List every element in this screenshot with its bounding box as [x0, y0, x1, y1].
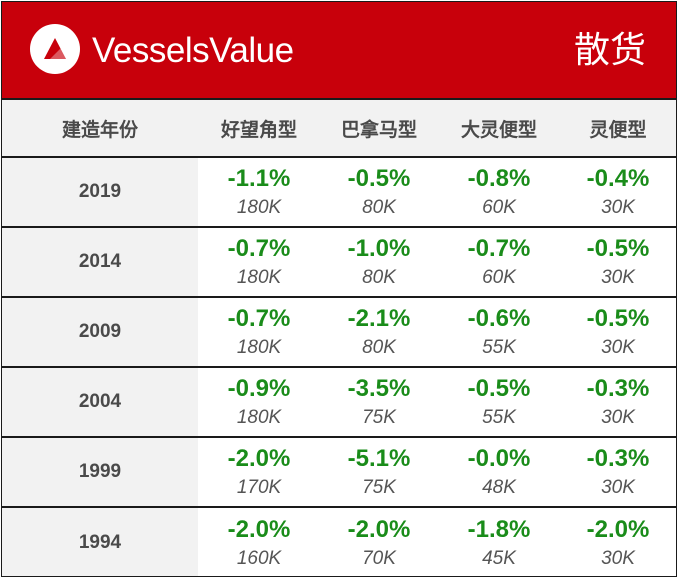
change-percent: -2.0%: [227, 516, 291, 543]
panamax-cell: -5.1% 75K: [320, 437, 438, 508]
vessel-value: 30K: [601, 197, 635, 218]
table-row: 2009 -0.7% 180K -2.1% 80K -0.6% 55K -0.5% 30K: [2, 297, 676, 368]
change-percent: -0.8%: [467, 165, 531, 192]
change-percent: -2.0%: [586, 516, 650, 543]
vessel-value: 30K: [601, 267, 635, 288]
change-percent: -0.5%: [586, 305, 650, 332]
handysize-cell: -0.3% 30K: [560, 367, 676, 438]
handysize-cell: -2.0% 30K: [560, 507, 676, 576]
vessel-value: 30K: [601, 477, 635, 498]
valuation-table: 建造年份 好望角型 巴拿马型 大灵便型 灵便型 2019 -1.1% 180K -0.…: [2, 100, 676, 576]
vessel-value: 60K: [482, 267, 516, 288]
supramax-cell: -0.8% 60K: [438, 157, 560, 228]
handysize-cell: -0.3% 30K: [560, 437, 676, 508]
vessel-value: 60K: [482, 197, 516, 218]
vessel-value: 70K: [362, 548, 396, 569]
build-year-cell: 2014: [2, 227, 198, 298]
build-year-cell: 1994: [2, 507, 198, 576]
vessel-value: 160K: [236, 548, 282, 569]
capesize-cell: -2.0% 170K: [198, 437, 320, 508]
change-percent: -2.0%: [227, 445, 291, 472]
table-row: 2014 -0.7% 180K -1.0% 80K -0.7% 60K -0.5% 30K: [2, 227, 676, 298]
vessel-value: 80K: [362, 197, 396, 218]
table-row: 2019 -1.1% 180K -0.5% 80K -0.8% 60K -0.4% 30K: [2, 157, 676, 228]
capesize-cell: -2.0% 160K: [198, 507, 320, 576]
column-header-build-year: 建造年份: [2, 100, 198, 158]
panamax-cell: -3.5% 75K: [320, 367, 438, 438]
supramax-cell: -0.6% 55K: [438, 297, 560, 368]
change-percent: -2.1%: [347, 305, 411, 332]
vesselsvalue-logo-icon: [30, 24, 80, 74]
change-percent: -0.7%: [227, 305, 291, 332]
build-year-cell: 2004: [2, 367, 198, 438]
change-percent: -0.5%: [586, 235, 650, 262]
vessel-value: 30K: [601, 407, 635, 428]
column-header-supramax: 大灵便型: [438, 100, 560, 158]
handysize-cell: -0.4% 30K: [560, 157, 676, 228]
change-percent: -5.1%: [347, 445, 411, 472]
vessel-value: 180K: [236, 407, 282, 428]
change-percent: -1.8%: [467, 516, 531, 543]
column-header-capesize: 好望角型: [198, 100, 320, 158]
capesize-cell: -0.9% 180K: [198, 367, 320, 438]
change-percent: -0.3%: [586, 445, 650, 472]
vessel-value: 55K: [482, 407, 516, 428]
vessel-value: 75K: [362, 407, 396, 428]
change-percent: -0.0%: [467, 445, 531, 472]
build-year-cell: 2009: [2, 297, 198, 368]
capesize-cell: -0.7% 180K: [198, 227, 320, 298]
handysize-cell: -0.5% 30K: [560, 297, 676, 368]
table-row: 2004 -0.9% 180K -3.5% 75K -0.5% 55K -0.3% 30K: [2, 367, 676, 438]
brand-name: VesselsValue: [92, 31, 294, 70]
vessel-value: 30K: [601, 337, 635, 358]
change-percent: -1.1%: [227, 165, 291, 192]
table-row: 1999 -2.0% 170K -5.1% 75K -0.0% 48K -0.3% 30K: [2, 437, 676, 508]
panamax-cell: -2.0% 70K: [320, 507, 438, 576]
header-row: 建造年份 好望角型 巴拿马型 大灵便型 灵便型: [2, 100, 676, 158]
change-percent: -0.3%: [586, 375, 650, 402]
vessel-value: 75K: [362, 477, 396, 498]
change-percent: -0.5%: [347, 165, 411, 192]
table-row: 1994 -2.0% 160K -2.0% 70K -1.8% 45K -2.0% 30K: [2, 507, 676, 576]
vessel-value: 48K: [482, 477, 516, 498]
change-percent: -3.5%: [347, 375, 411, 402]
vessel-value: 55K: [482, 337, 516, 358]
supramax-cell: -0.0% 48K: [438, 437, 560, 508]
capesize-cell: -0.7% 180K: [198, 297, 320, 368]
supramax-cell: -1.8% 45K: [438, 507, 560, 576]
build-year-cell: 1999: [2, 437, 198, 508]
build-year-cell: 2019: [2, 157, 198, 228]
change-percent: -0.9%: [227, 375, 291, 402]
change-percent: -0.7%: [227, 235, 291, 262]
panamax-cell: -1.0% 80K: [320, 227, 438, 298]
vessel-value: 80K: [362, 267, 396, 288]
vessel-value: 180K: [236, 267, 282, 288]
change-percent: -0.5%: [467, 375, 531, 402]
supramax-cell: -0.5% 55K: [438, 367, 560, 438]
panamax-cell: -2.1% 80K: [320, 297, 438, 368]
vessel-value: 30K: [601, 548, 635, 569]
capesize-cell: -1.1% 180K: [198, 157, 320, 228]
column-header-panamax: 巴拿马型: [320, 100, 438, 158]
supramax-cell: -0.7% 60K: [438, 227, 560, 298]
vessel-value: 45K: [482, 548, 516, 569]
vessel-value: 80K: [362, 337, 396, 358]
change-percent: -0.7%: [467, 235, 531, 262]
change-percent: -0.4%: [586, 165, 650, 192]
change-percent: -2.0%: [347, 516, 411, 543]
column-header-handysize: 灵便型: [560, 100, 676, 158]
panamax-cell: -0.5% 80K: [320, 157, 438, 228]
handysize-cell: -0.5% 30K: [560, 227, 676, 298]
vessel-value: 180K: [236, 337, 282, 358]
vessel-value: 180K: [236, 197, 282, 218]
page-title: 散货: [573, 30, 646, 71]
vessel-value: 170K: [236, 477, 282, 498]
change-percent: -0.6%: [467, 305, 531, 332]
change-percent: -1.0%: [347, 235, 411, 262]
header-banner: VesselsValue 散货: [2, 2, 676, 100]
